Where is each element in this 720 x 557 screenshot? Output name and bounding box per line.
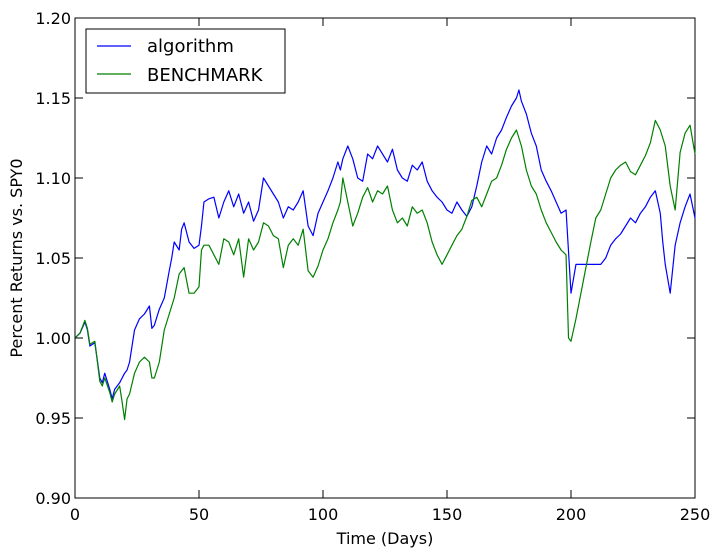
x-tick-label: 150 <box>432 505 463 524</box>
x-tick-label: 250 <box>680 505 711 524</box>
y-tick-label: 1.05 <box>35 249 71 268</box>
plot-area <box>74 17 696 499</box>
legend: algorithm BENCHMARK <box>85 28 286 94</box>
series-layer <box>74 89 696 421</box>
legend-label-algorithm: algorithm <box>147 36 234 57</box>
y-tick-label: 0.95 <box>35 409 71 428</box>
tick-layer <box>74 17 696 499</box>
y-tick-label: 1.00 <box>35 329 71 348</box>
x-tick-label: 200 <box>556 505 587 524</box>
y-tick-label: 0.90 <box>35 489 71 508</box>
x-tick-label: 100 <box>308 505 339 524</box>
legend-label-benchmark: BENCHMARK <box>147 65 264 86</box>
x-axis-label: Time (Days) <box>336 529 434 548</box>
plot-area-frame <box>74 17 696 499</box>
series-line-benchmark <box>74 119 696 421</box>
y-tick-label: 1.10 <box>35 169 71 188</box>
y-axis-label: Percent Returns vs. SPY0 <box>7 158 26 357</box>
y-tick-label: 1.15 <box>35 89 71 108</box>
y-tick-label: 1.20 <box>35 9 71 28</box>
x-tick-label: 50 <box>189 505 209 524</box>
series-line-algorithm <box>74 89 696 400</box>
legend-frame <box>85 28 286 94</box>
x-tick-label: 0 <box>70 505 80 524</box>
